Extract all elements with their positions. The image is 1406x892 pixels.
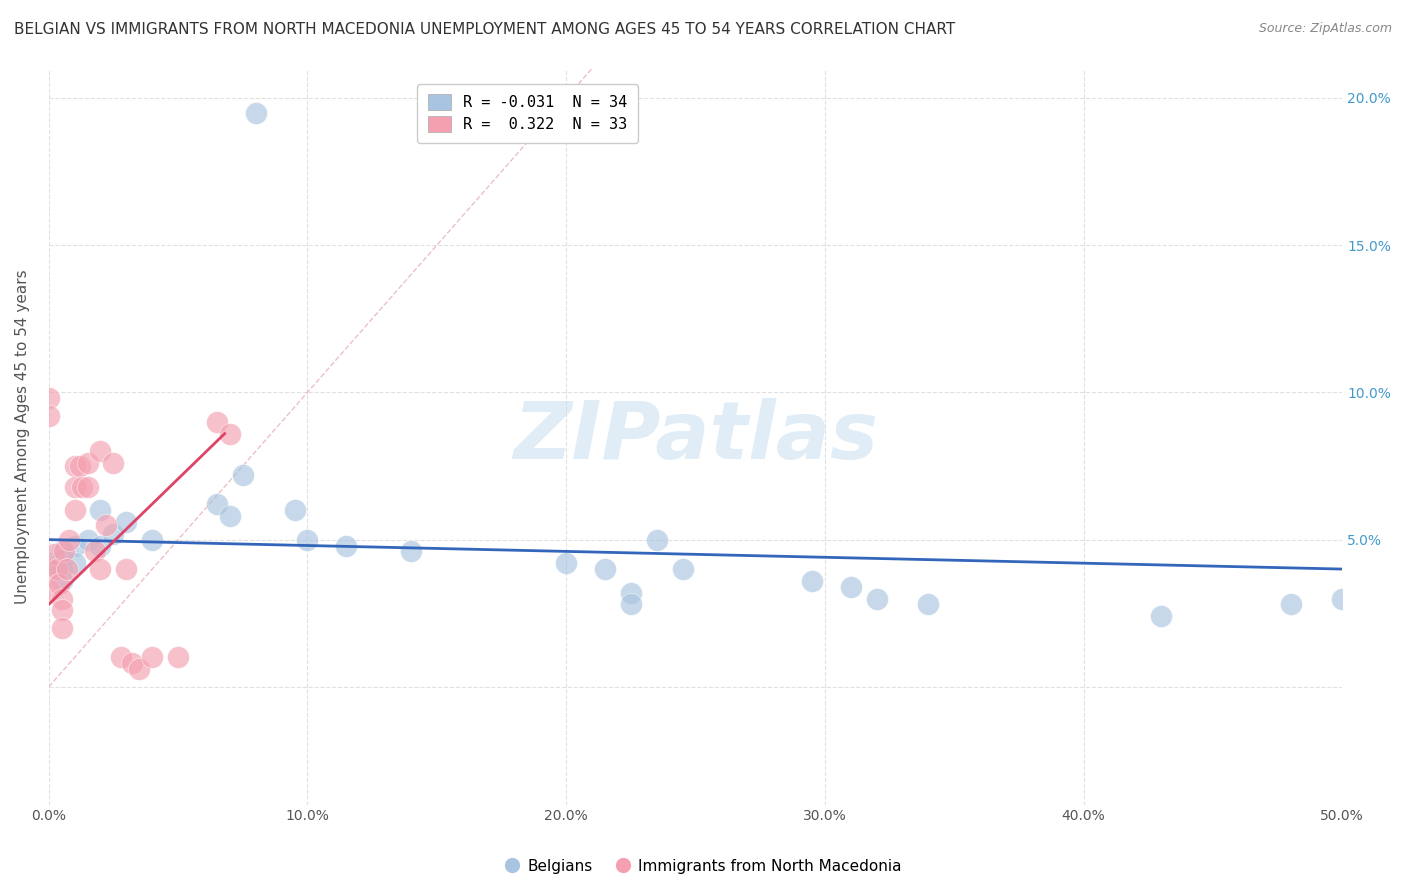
Y-axis label: Unemployment Among Ages 45 to 54 years: Unemployment Among Ages 45 to 54 years xyxy=(15,269,30,604)
Text: Source: ZipAtlas.com: Source: ZipAtlas.com xyxy=(1258,22,1392,36)
Point xyxy=(38,409,60,423)
Point xyxy=(72,480,94,494)
Text: BELGIAN VS IMMIGRANTS FROM NORTH MACEDONIA UNEMPLOYMENT AMONG AGES 45 TO 54 YEAR: BELGIAN VS IMMIGRANTS FROM NORTH MACEDON… xyxy=(14,22,955,37)
Legend: Belgians, Immigrants from North Macedonia: Belgians, Immigrants from North Macedoni… xyxy=(498,853,908,880)
Point xyxy=(218,426,240,441)
Point xyxy=(89,539,111,553)
Point xyxy=(53,544,76,558)
Point xyxy=(399,544,422,558)
Point xyxy=(94,517,117,532)
Point xyxy=(128,662,150,676)
Point xyxy=(48,576,70,591)
Point xyxy=(297,533,319,547)
Point xyxy=(51,562,73,576)
Point xyxy=(103,456,125,470)
Point xyxy=(38,582,60,597)
Point xyxy=(283,503,305,517)
Point xyxy=(38,562,60,576)
Point xyxy=(38,556,60,570)
Point xyxy=(115,562,138,576)
Point xyxy=(645,533,668,547)
Point xyxy=(76,533,98,547)
Point xyxy=(63,503,86,517)
Point xyxy=(620,598,643,612)
Point xyxy=(800,574,823,588)
Point xyxy=(593,562,616,576)
Point xyxy=(51,574,73,588)
Point xyxy=(63,480,86,494)
Point xyxy=(245,105,267,120)
Point xyxy=(232,467,254,482)
Point xyxy=(51,553,73,567)
Point xyxy=(1331,591,1354,606)
Point xyxy=(620,585,643,599)
Point xyxy=(42,547,65,561)
Point xyxy=(58,533,80,547)
Point xyxy=(141,533,163,547)
Point xyxy=(205,415,228,429)
Point xyxy=(335,539,357,553)
Point xyxy=(63,539,86,553)
Point xyxy=(141,650,163,665)
Point xyxy=(205,497,228,511)
Point xyxy=(1150,609,1173,624)
Text: ZIPatlas: ZIPatlas xyxy=(513,398,877,475)
Point xyxy=(63,556,86,570)
Point xyxy=(917,598,939,612)
Point xyxy=(63,458,86,473)
Point xyxy=(76,480,98,494)
Point xyxy=(839,580,862,594)
Point xyxy=(121,657,143,671)
Point xyxy=(76,456,98,470)
Point xyxy=(89,562,111,576)
Point xyxy=(69,458,91,473)
Point xyxy=(1279,598,1302,612)
Point xyxy=(671,562,693,576)
Point xyxy=(89,503,111,517)
Legend: R = -0.031  N = 34, R =  0.322  N = 33: R = -0.031 N = 34, R = 0.322 N = 33 xyxy=(418,84,638,143)
Point xyxy=(865,591,887,606)
Point xyxy=(51,621,73,635)
Point xyxy=(56,562,79,576)
Point xyxy=(555,556,578,570)
Point xyxy=(218,509,240,524)
Point xyxy=(115,515,138,529)
Point xyxy=(51,591,73,606)
Point xyxy=(51,544,73,558)
Point xyxy=(167,650,190,665)
Point xyxy=(45,562,67,576)
Point xyxy=(84,544,107,558)
Point xyxy=(103,526,125,541)
Point xyxy=(38,392,60,406)
Point xyxy=(110,650,132,665)
Point xyxy=(51,603,73,617)
Point xyxy=(89,444,111,458)
